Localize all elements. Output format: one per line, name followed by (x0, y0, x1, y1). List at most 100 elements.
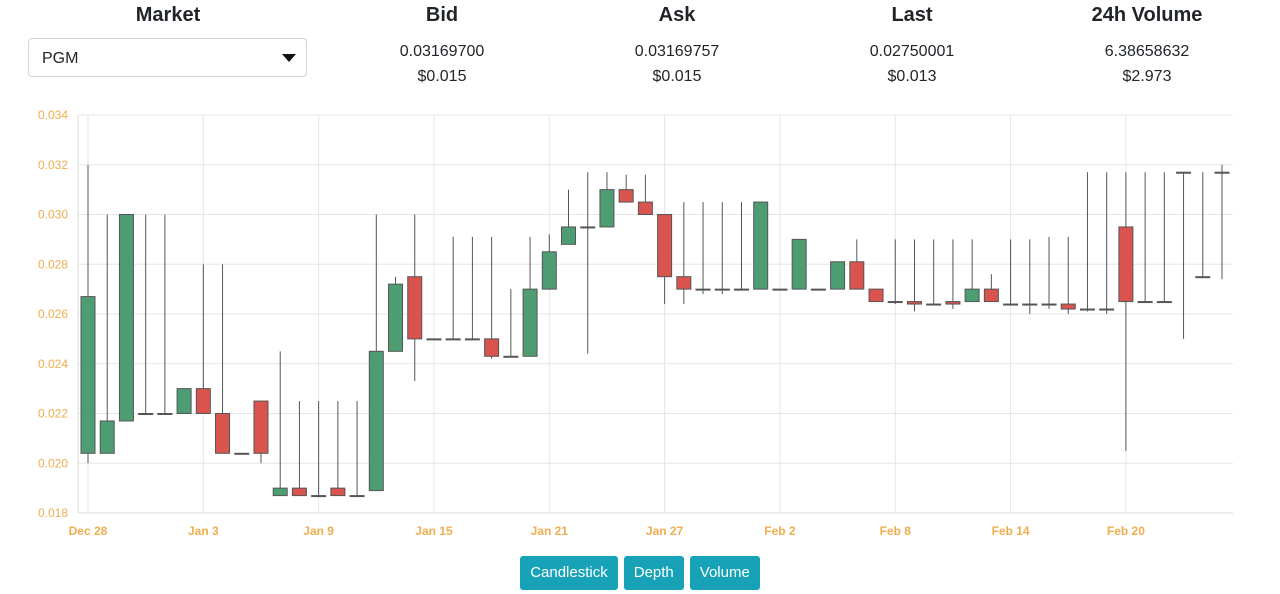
candle-body (964, 288, 980, 303)
candle[interactable] (388, 276, 404, 352)
candle[interactable] (791, 238, 807, 290)
market-select[interactable]: PGM (28, 38, 307, 77)
candle[interactable] (580, 172, 596, 354)
candle[interactable] (1003, 239, 1019, 306)
candle[interactable] (484, 236, 500, 359)
candle-body (138, 413, 154, 415)
candle[interactable] (99, 214, 115, 454)
volume-button[interactable]: Volume (689, 556, 760, 590)
candle-body (157, 413, 173, 415)
candle[interactable] (118, 214, 134, 422)
candle[interactable] (1214, 164, 1230, 280)
candle[interactable] (1041, 236, 1057, 310)
market-select-value: PGM (42, 50, 79, 67)
x-tick-label: Dec 28 (69, 524, 108, 538)
candle[interactable] (733, 202, 749, 291)
candle[interactable] (810, 288, 826, 291)
candle[interactable] (1176, 171, 1192, 339)
candle[interactable] (753, 201, 769, 290)
candle[interactable] (138, 214, 154, 415)
candle-body (945, 301, 961, 305)
candle[interactable] (1137, 172, 1153, 304)
candle[interactable] (1156, 172, 1172, 304)
candle[interactable] (464, 236, 480, 341)
candle[interactable] (349, 401, 365, 498)
candle[interactable] (887, 239, 903, 305)
market-label: Market (135, 4, 201, 26)
x-tick-label: Jan 9 (303, 524, 334, 538)
candle[interactable] (849, 239, 865, 290)
candle-body (234, 452, 250, 455)
candle[interactable] (1079, 172, 1095, 312)
candles (80, 164, 1230, 498)
last-label: Last (891, 4, 933, 26)
depth-button[interactable]: Depth (623, 556, 684, 590)
candle[interactable] (983, 274, 999, 303)
candle-body (637, 201, 653, 215)
candle-body (368, 350, 384, 492)
candle[interactable] (945, 239, 961, 310)
candle[interactable] (311, 401, 327, 498)
candle-body (503, 355, 519, 358)
candle[interactable] (522, 236, 538, 357)
candle[interactable] (234, 452, 250, 455)
candle[interactable] (618, 174, 634, 203)
candle[interactable] (1118, 172, 1134, 451)
candle[interactable] (906, 239, 922, 312)
y-tick-label: 0.018 (38, 506, 68, 520)
candle-body (311, 495, 327, 498)
candle[interactable] (272, 351, 288, 497)
candle[interactable] (503, 289, 519, 358)
candle[interactable] (368, 214, 384, 492)
y-axis-ticks: 0.034 0.032 0.030 0.028 0.026 0.024 0.022 0.020… (38, 108, 68, 520)
candle[interactable] (964, 239, 980, 303)
candle[interactable] (215, 264, 231, 454)
last-usd: $0.013 (887, 68, 937, 85)
candle[interactable] (291, 401, 307, 497)
candle-body (80, 296, 96, 454)
candle[interactable] (176, 388, 192, 414)
candle-body (1022, 303, 1038, 306)
candle[interactable] (541, 234, 557, 290)
candle-body (1137, 301, 1153, 304)
candle[interactable] (1022, 239, 1038, 314)
ask-usd: $0.015 (652, 68, 702, 85)
candle[interactable] (195, 264, 211, 414)
candle[interactable] (1060, 236, 1076, 314)
candle[interactable] (253, 400, 269, 464)
candle[interactable] (926, 239, 942, 306)
candle[interactable] (426, 338, 442, 341)
candle-body (215, 413, 231, 454)
candlestick-button[interactable]: Candlestick (520, 556, 618, 590)
y-tick-label: 0.026 (38, 307, 68, 321)
candlestick-chart[interactable]: 0.034 0.032 0.030 0.028 0.026 0.024 0.022 0.020… (0, 100, 1280, 545)
candle[interactable] (830, 261, 846, 290)
candle[interactable] (157, 214, 173, 415)
caret-down-icon (282, 54, 296, 62)
ask-value: 0.03169757 (634, 43, 720, 60)
chart-grid (77, 114, 1233, 514)
candle-body (253, 400, 269, 454)
candle[interactable] (695, 202, 711, 295)
candle-body (830, 261, 846, 290)
candle[interactable] (868, 288, 884, 303)
candle[interactable] (772, 288, 788, 291)
candle[interactable] (561, 189, 577, 245)
candle[interactable] (445, 236, 461, 341)
candle[interactable] (657, 214, 673, 305)
candle[interactable] (330, 401, 346, 497)
candle[interactable] (599, 172, 615, 228)
candle[interactable] (407, 214, 423, 382)
bid-value: 0.03169700 (399, 43, 485, 60)
ask-label: Ask (658, 4, 696, 26)
volume-value: 6.38658632 (1104, 43, 1190, 60)
candle[interactable] (676, 202, 692, 305)
candle[interactable] (1099, 172, 1115, 314)
candle-body (426, 338, 442, 341)
candle[interactable] (637, 174, 653, 215)
candle-body (868, 288, 884, 303)
candle-body (849, 261, 865, 290)
candle[interactable] (1195, 172, 1211, 279)
candle[interactable] (80, 164, 96, 464)
candle[interactable] (714, 202, 730, 295)
